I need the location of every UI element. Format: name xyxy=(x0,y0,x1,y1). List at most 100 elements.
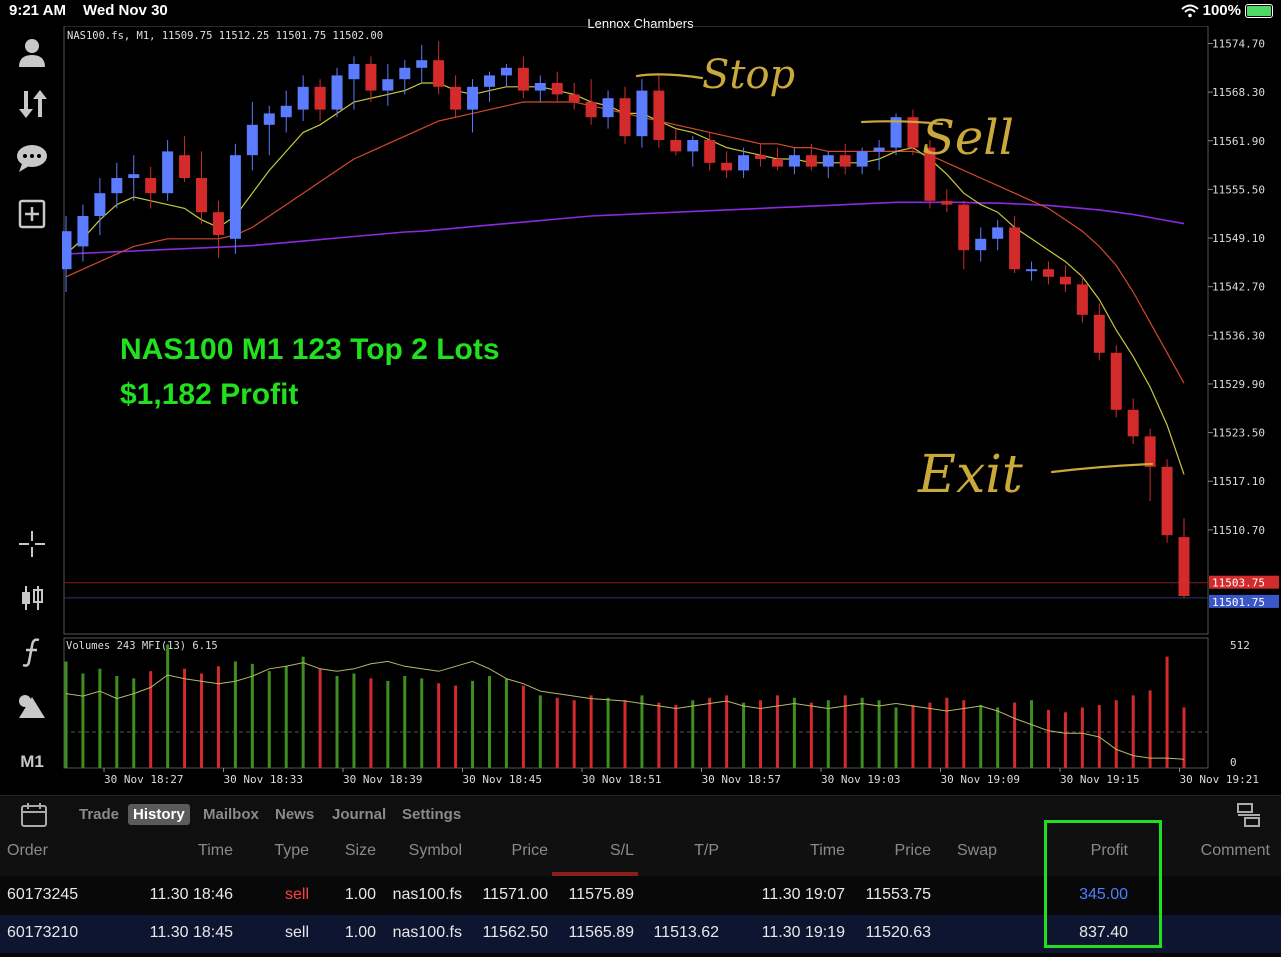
candle-body xyxy=(1161,466,1173,536)
col-profit[interactable]: Profit xyxy=(1090,842,1128,859)
bid-price-tag xyxy=(1209,575,1279,589)
candle-body xyxy=(805,155,817,167)
close-time: 11.30 19:19 xyxy=(761,924,845,941)
account-icon[interactable] xyxy=(12,32,52,72)
candle-body xyxy=(907,117,919,148)
tab-history[interactable]: History xyxy=(128,804,190,825)
objects-icon[interactable] xyxy=(12,686,52,726)
price-tick-label: 11561.90 xyxy=(1212,135,1265,148)
time-label: 30 Nov 19:03 xyxy=(821,773,900,786)
table-row[interactable]: 60173210 11.30 18:45 sell 1.00 nas100.fs… xyxy=(0,915,1281,953)
col-price[interactable]: Price xyxy=(511,842,548,859)
exit-marker-line xyxy=(1050,462,1154,474)
indicators-icon[interactable] xyxy=(12,632,52,672)
candle-body xyxy=(483,75,495,87)
status-date: Wed Nov 30 xyxy=(83,2,168,19)
trade-size: 1.00 xyxy=(344,886,376,903)
col-close-time[interactable]: Time xyxy=(810,842,845,859)
tab-news[interactable]: News xyxy=(275,806,315,823)
candle-body xyxy=(1026,269,1038,272)
price-tick-label: 11536.30 xyxy=(1212,329,1265,342)
new-order-icon[interactable] xyxy=(12,194,52,234)
timeframe-button[interactable]: M1 xyxy=(20,752,44,771)
time-label: 30 Nov 18:45 xyxy=(463,773,542,786)
mfi-line xyxy=(65,660,1185,760)
candle-body xyxy=(1059,276,1071,285)
col-symbol[interactable]: Symbol xyxy=(408,842,462,859)
tab-journal[interactable]: Journal xyxy=(332,806,387,823)
trade-arrows-icon[interactable] xyxy=(12,84,52,124)
tab-mailbox[interactable]: Mailbox xyxy=(203,806,259,823)
battery-icon xyxy=(1245,3,1273,18)
col-order[interactable]: Order xyxy=(7,842,48,859)
layout-toggle-icon[interactable] xyxy=(1235,802,1263,833)
col-type[interactable]: Type xyxy=(274,842,309,859)
col-swap[interactable]: Swap xyxy=(956,842,997,859)
candle-body xyxy=(924,147,936,201)
tab-bar: Trade History Mailbox News Journal Setti… xyxy=(0,795,1281,832)
stop-loss: 11565.89 xyxy=(568,924,634,941)
time-label: 30 Nov 18:57 xyxy=(702,773,781,786)
col-tp[interactable]: T/P xyxy=(694,842,719,859)
col-comment[interactable]: Comment xyxy=(1200,842,1270,859)
candle-body xyxy=(1144,436,1156,467)
price-tick-label: 11574.70 xyxy=(1212,37,1265,50)
time-label: 30 Nov 19:09 xyxy=(941,773,1020,786)
trade-symbol: nas100.fs xyxy=(392,924,462,941)
candle-body xyxy=(1127,409,1139,437)
volume-tick-top: 512 xyxy=(1230,639,1250,652)
chat-icon[interactable] xyxy=(12,138,52,178)
candle-body xyxy=(111,178,123,194)
candle-body xyxy=(280,105,292,118)
candle-body xyxy=(179,155,191,178)
battery-indicator: 100% xyxy=(1180,2,1273,19)
volume-panel-label: Volumes 243 MFI(13) 6.15 xyxy=(66,640,218,652)
history-table: Order Time Type Size Symbol Price S/L T/… xyxy=(0,832,1281,957)
time-label: 30 Nov 18:33 xyxy=(224,773,303,786)
candle-body xyxy=(721,162,733,171)
time-label: 30 Nov 18:27 xyxy=(104,773,183,786)
candle-body xyxy=(331,75,343,110)
candle-body xyxy=(128,174,140,178)
candle-body xyxy=(365,64,377,91)
ma-purple-line xyxy=(65,201,1185,255)
candle-body xyxy=(941,200,953,205)
candle-body xyxy=(416,60,428,68)
candle-body xyxy=(433,60,445,87)
col-size[interactable]: Size xyxy=(344,842,376,859)
candle-body xyxy=(619,98,631,137)
time-label: 30 Nov 19:15 xyxy=(1060,773,1139,786)
candle-body xyxy=(602,98,614,118)
wifi-icon xyxy=(1180,4,1199,17)
table-row[interactable]: 60173245 11.30 18:46 sell 1.00 nas100.fs… xyxy=(0,877,1281,915)
candle-body xyxy=(348,64,360,80)
chart-area[interactable]: 11574.70 11568.30 11561.90 11555.50 11549.10… xyxy=(60,25,1281,792)
time-label: 30 Nov 18:39 xyxy=(343,773,422,786)
col-sl[interactable]: S/L xyxy=(609,842,634,859)
window-title: Lennox Chambers xyxy=(587,16,694,31)
battery-level: 100% xyxy=(1202,2,1241,19)
trade-type: sell xyxy=(284,924,309,941)
price-tick-label: 11510.70 xyxy=(1212,524,1265,537)
col-close-price[interactable]: Price xyxy=(894,842,931,859)
price-panel-frame xyxy=(63,25,1209,635)
tab-trade[interactable]: Trade xyxy=(79,806,120,823)
crosshair-icon[interactable] xyxy=(12,524,52,564)
candle-body xyxy=(755,155,767,159)
tab-settings[interactable]: Settings xyxy=(402,806,462,823)
ask-price-label: 11501.75 xyxy=(1212,596,1265,609)
trade-symbol: nas100.fs xyxy=(392,886,462,903)
calendar-icon[interactable] xyxy=(20,802,48,833)
col-time[interactable]: Time xyxy=(198,842,233,859)
chart-type-icon[interactable] xyxy=(12,578,52,618)
price-chart[interactable]: 11574.70 11568.30 11561.90 11555.50 11549.10… xyxy=(60,25,1281,792)
time-label: 30 Nov 18:51 xyxy=(582,773,661,786)
price-tick-label: 11523.50 xyxy=(1212,427,1265,440)
candle-body xyxy=(517,67,529,91)
profit-highlight-box xyxy=(1044,820,1162,948)
handwritten-stop: Stop xyxy=(702,52,795,98)
candle-body xyxy=(77,216,89,247)
handwritten-exit: Exit xyxy=(917,445,1023,505)
candle-body xyxy=(1076,284,1088,315)
candle-body xyxy=(856,151,868,167)
